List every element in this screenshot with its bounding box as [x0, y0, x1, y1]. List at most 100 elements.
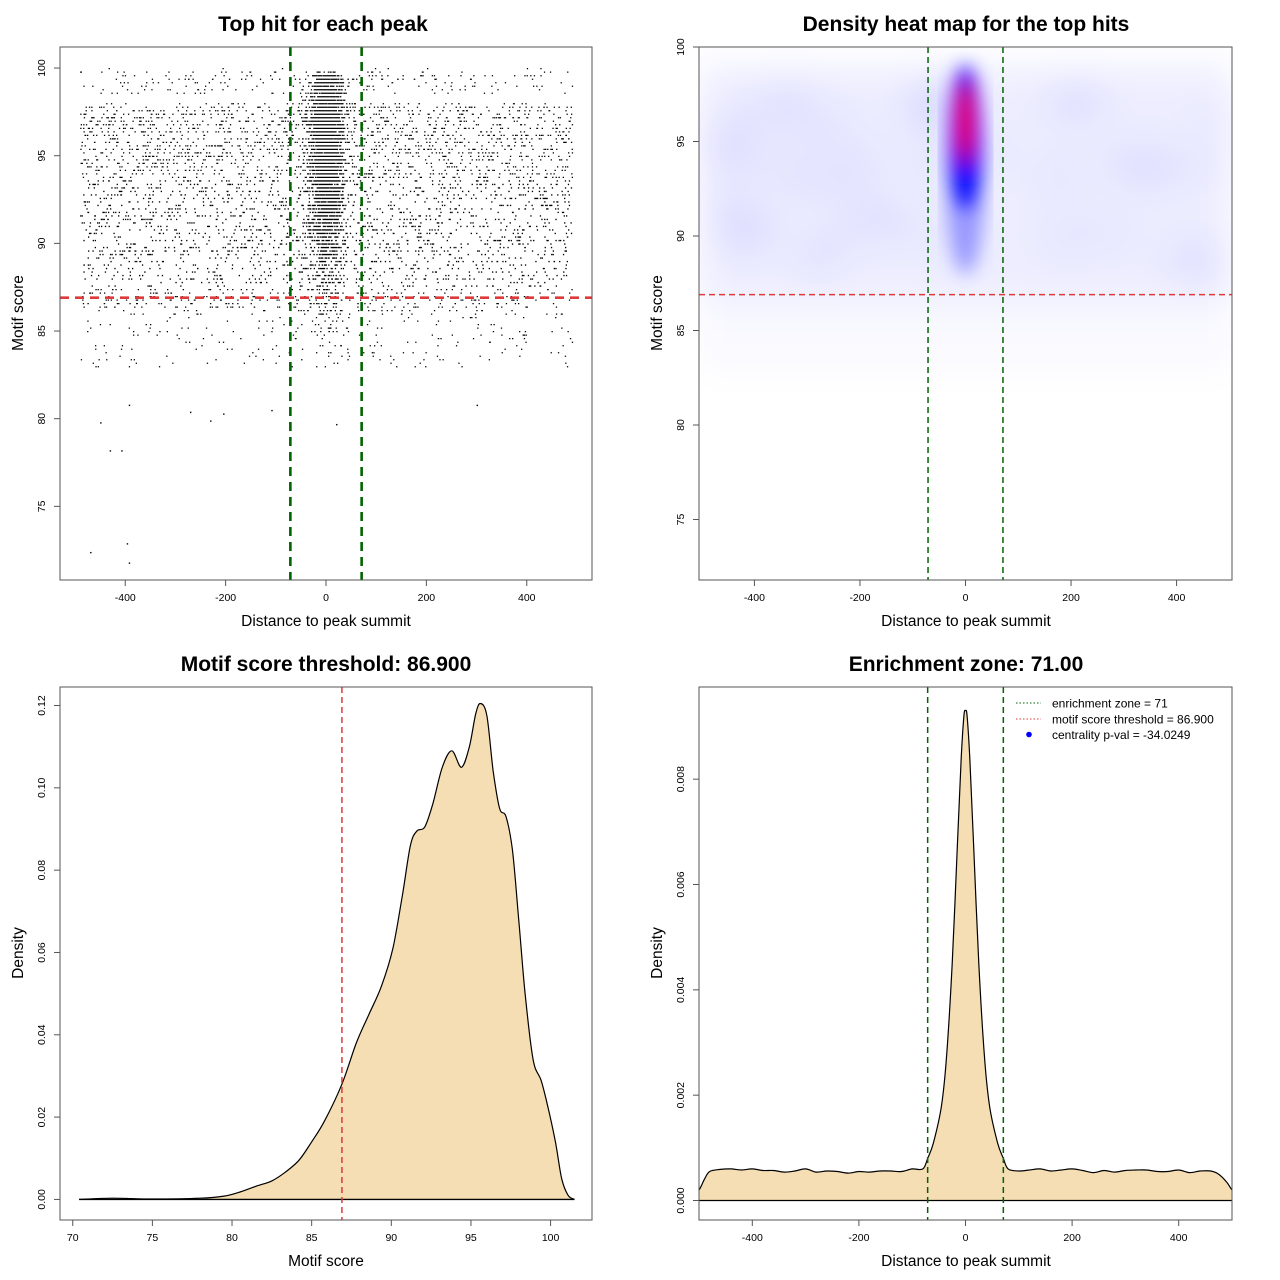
heatmap-haze-blob: [719, 201, 776, 233]
x-tick-label: -200: [215, 592, 236, 604]
heatmap-haze-blob: [763, 83, 822, 120]
heatmap-haze-blob: [797, 229, 855, 260]
y-axis-label: Density: [649, 927, 666, 979]
scatter-point: [121, 450, 123, 452]
chart-title: Density heat map for the top hits: [803, 13, 1130, 36]
chart-title: Motif score threshold: 86.900: [181, 653, 472, 676]
panel-position-density: Enrichment zone: 71.00 -400 -200 0 200 400 0.…: [649, 653, 1233, 1270]
reference-lines: [699, 47, 1232, 580]
y-tick-label: 0.00: [36, 1189, 48, 1210]
chart-title: Enrichment zone: 71.00: [849, 653, 1084, 676]
legend-label: enrichment zone = 71: [1052, 697, 1168, 711]
scatter-point-cloud: [80, 68, 574, 368]
heatmap-haze-blob: [750, 157, 809, 186]
x-tick-label: 100: [542, 1232, 560, 1244]
y-tick-label: 0.12: [36, 695, 48, 716]
scatter-point: [128, 562, 131, 564]
y-tick-label: 90: [675, 230, 687, 242]
scatter-point: [90, 551, 92, 554]
x-tick-label: -400: [115, 592, 136, 604]
y-tick-label: 85: [675, 325, 687, 337]
x-axis-label: Distance to peak summit: [881, 1253, 1051, 1270]
legend-dot: [1026, 731, 1032, 738]
scatter-point: [223, 413, 225, 415]
chart-title: Top hit for each peak: [218, 13, 428, 36]
axes: 70 75 80 85 90 95 100 0.00 0.02 0.04 0.06 0.08 0.10 0…: [36, 695, 560, 1244]
x-axis-label: Motif score: [288, 1253, 364, 1270]
scatter-point: [476, 404, 478, 407]
scatter-point: [336, 423, 338, 426]
scatter-point: [271, 409, 273, 412]
x-tick-label: 80: [226, 1232, 238, 1244]
plot-frame: [59, 686, 593, 1221]
x-tick-label: 400: [1170, 1232, 1188, 1244]
y-tick-label: 90: [36, 237, 48, 249]
y-tick-label: 0.02: [36, 1107, 48, 1128]
x-axis-label: Distance to peak summit: [241, 613, 411, 630]
heatmap-haze-blob: [1035, 153, 1083, 200]
axes: -400 -200 0 200 400 0.000 0.002 0.004 0.006 0.008: [675, 766, 1188, 1244]
y-tick-label: 0.004: [675, 977, 687, 1003]
x-axis-label: Distance to peak summit: [881, 613, 1051, 630]
heatmap-haze-blob: [1173, 243, 1229, 287]
x-tick-label: 0: [323, 592, 329, 604]
heatmap-haze-blob: [1196, 108, 1237, 138]
axes: -400 -200 0 200 400 75 80 85 90 95 100: [675, 38, 1186, 604]
y-tick-label: 75: [36, 500, 48, 512]
scatter-point: [100, 422, 102, 424]
x-tick-label: -200: [848, 1232, 869, 1244]
y-tick-label: 95: [675, 136, 687, 148]
heatmap-haze-blob: [1072, 217, 1136, 248]
x-tick-label: 75: [147, 1232, 159, 1244]
density-plot: [699, 687, 1232, 1220]
heatmap-haze-blob: [863, 195, 906, 237]
y-tick-label: 0.000: [675, 1187, 687, 1213]
y-tick-label: 0.002: [675, 1082, 687, 1108]
y-axis-label: Motif score: [649, 275, 666, 351]
density-curve: [699, 709, 1232, 1192]
y-tick-label: 0.08: [36, 860, 48, 881]
heatmap-haze-band-low: [699, 302, 1232, 368]
x-tick-label: -400: [744, 592, 765, 604]
scatter-point: [128, 404, 131, 407]
heatmap-haze-blob: [830, 142, 892, 177]
x-tick-label: 200: [1062, 592, 1080, 604]
y-tick-label: 0.10: [36, 777, 48, 798]
axes: -400 -200 0 200 400 75 80 85 90 95 100: [36, 59, 536, 604]
scatter-point: [126, 543, 129, 545]
y-axis-label: Density: [10, 927, 27, 979]
y-tick-label: 0.04: [36, 1024, 48, 1045]
x-tick-label: 400: [1168, 592, 1186, 604]
scatter-point: [109, 450, 112, 452]
x-tick-label: -400: [742, 1232, 763, 1244]
x-tick-label: 400: [518, 592, 536, 604]
y-tick-label: 80: [36, 413, 48, 425]
y-tick-label: 0.006: [675, 871, 687, 897]
y-tick-label: 75: [675, 514, 687, 526]
x-tick-label: 0: [963, 592, 969, 604]
heatmap-haze-blob: [1047, 84, 1103, 124]
y-tick-label: 95: [36, 150, 48, 162]
y-tick-label: 80: [675, 419, 687, 431]
density-plot: [79, 687, 575, 1220]
x-tick-label: 85: [306, 1232, 318, 1244]
legend-label: motif score threshold = 86.900: [1052, 713, 1214, 727]
x-tick-label: 200: [418, 592, 436, 604]
density-area: [699, 710, 1232, 1201]
heatmap-surface: [699, 47, 1237, 580]
x-tick-label: 200: [1063, 1232, 1081, 1244]
panel-score-density: Motif score threshold: 86.900 70 75 80 85 90…: [10, 653, 593, 1270]
x-tick-label: -200: [849, 592, 870, 604]
legend: enrichment zone = 71 motif score thresho…: [1016, 697, 1214, 742]
y-tick-label: 85: [36, 325, 48, 337]
y-tick-label: 0.06: [36, 942, 48, 963]
density-area: [79, 703, 575, 1200]
panel-scatter: Top hit for each peak -400 -200 0 200 400 75 8…: [10, 13, 593, 630]
x-tick-label: 95: [465, 1232, 477, 1244]
panel-heatmap: Density heat map for the top hits -400 -2…: [649, 13, 1237, 630]
y-axis-label: Motif score: [10, 275, 27, 351]
y-tick-label: 100: [675, 38, 687, 56]
y-tick-label: 100: [36, 59, 48, 77]
scatter-point: [189, 411, 192, 414]
